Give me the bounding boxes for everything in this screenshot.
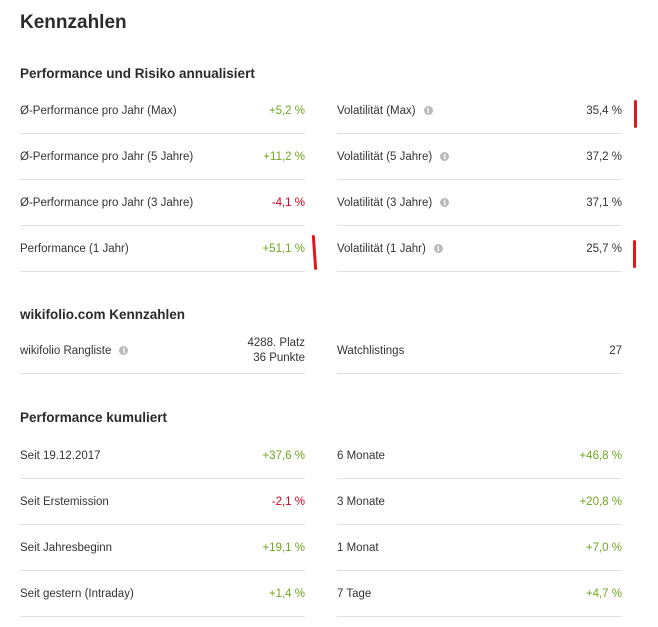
row-cum: Seit Erstemission -2,1 % <box>20 479 305 525</box>
row-cum: 6 Monate +46,8 % <box>337 433 622 479</box>
info-icon[interactable]: i <box>440 152 450 161</box>
row-cum: 7 Tage +4,7 % <box>337 571 622 617</box>
section-title-risk: Performance und Risiko annualisiert <box>20 66 255 81</box>
info-icon[interactable]: i <box>423 106 433 115</box>
row-label: 6 Monate <box>337 449 385 462</box>
info-icon[interactable]: i <box>440 198 450 207</box>
row-label: Seit 19.12.2017 <box>20 449 101 462</box>
row-label: Watchlistings <box>337 344 405 357</box>
row-label: 7 Tage <box>337 587 372 600</box>
row-value: +51,1 % <box>262 242 305 255</box>
row-value: -2,1 % <box>271 495 305 508</box>
row-vola-1y: Volatilität (1 Jahr) i 25,7 % <box>337 226 622 272</box>
red-annotation-mark <box>311 234 318 271</box>
row-value: +7,0 % <box>585 541 622 554</box>
row-value: +46,8 % <box>579 449 622 462</box>
row-perf-5y: Ø-Performance pro Jahr (5 Jahre) +11,2 % <box>20 134 305 180</box>
row-label: Seit gestern (Intraday) <box>20 587 134 600</box>
ranking-place: 4288. Platz <box>247 336 305 349</box>
row-value: -4,1 % <box>271 196 305 209</box>
row-label: Volatilität (3 Jahre) <box>337 196 433 209</box>
info-icon[interactable]: i <box>119 346 129 355</box>
row-cum: Seit 19.12.2017 +37,6 % <box>20 433 305 479</box>
row-value: +20,8 % <box>579 495 622 508</box>
row-label-wrap: Volatilität (1 Jahr) i <box>337 243 443 255</box>
ranking-points: 36 Punkte <box>253 351 305 364</box>
info-icon[interactable]: i <box>433 244 443 253</box>
page-title: Kennzahlen <box>20 12 127 33</box>
ranking-value: 4288. Platz 36 Punkte <box>247 336 305 366</box>
row-vola-3y: Volatilität (3 Jahre) i 37,1 % <box>337 180 622 226</box>
row-value: +1,4 % <box>268 587 305 600</box>
row-label-wrap: wikifolio Rangliste i <box>20 344 129 357</box>
row-value: 27 <box>609 344 622 357</box>
row-label: Volatilität (1 Jahr) <box>337 242 426 255</box>
row-label: Performance (1 Jahr) <box>20 242 129 255</box>
red-annotation-mark <box>633 240 636 268</box>
row-label: Ø-Performance pro Jahr (Max) <box>20 104 177 117</box>
row-value: +4,7 % <box>585 587 622 600</box>
row-label: wikifolio Rangliste <box>20 344 112 357</box>
row-value: +5,2 % <box>268 104 305 117</box>
row-value: 35,4 % <box>586 104 622 117</box>
row-label-wrap: Volatilität (Max) i <box>337 105 433 117</box>
row-label: Ø-Performance pro Jahr (5 Jahre) <box>20 150 194 163</box>
row-label: Seit Erstemission <box>20 495 109 508</box>
row-cum: 3 Monate +20,8 % <box>337 479 622 525</box>
row-value: 37,2 % <box>586 150 622 163</box>
row-label: 1 Monat <box>337 541 379 554</box>
row-label-wrap: Volatilität (3 Jahre) i <box>337 196 450 209</box>
row-value: 25,7 % <box>586 242 622 255</box>
row-watchlist: Watchlistings 27 <box>337 328 622 374</box>
section-title-wikifolio: wikifolio.com Kennzahlen <box>20 307 186 322</box>
row-perf-1y: Performance (1 Jahr) +51,1 % <box>20 226 305 272</box>
row-value: 37,1 % <box>586 196 622 209</box>
row-cum: 1 Monat +7,0 % <box>337 525 622 571</box>
section-title-cumulative: Performance kumuliert <box>20 410 168 425</box>
row-label: Volatilität (Max) <box>337 104 416 117</box>
red-annotation-mark <box>634 100 637 128</box>
row-perf-max: Ø-Performance pro Jahr (Max) +5,2 % <box>20 88 305 134</box>
row-value: +19,1 % <box>262 541 305 554</box>
row-cum: Seit gestern (Intraday) +1,4 % <box>20 571 305 617</box>
row-label: Ø-Performance pro Jahr (3 Jahre) <box>20 196 194 209</box>
row-perf-3y: Ø-Performance pro Jahr (3 Jahre) -4,1 % <box>20 180 305 226</box>
row-ranking: wikifolio Rangliste i 4288. Platz 36 Pun… <box>20 328 305 374</box>
row-value: +11,2 % <box>263 150 305 163</box>
row-cum: Seit Jahresbeginn +19,1 % <box>20 525 305 571</box>
row-value: +37,6 % <box>262 449 305 462</box>
row-label: Volatilität (5 Jahre) <box>337 150 433 163</box>
row-label: 3 Monate <box>337 495 385 508</box>
row-vola-max: Volatilität (Max) i 35,4 % <box>337 88 622 134</box>
row-vola-5y: Volatilität (5 Jahre) i 37,2 % <box>337 134 622 180</box>
row-label: Seit Jahresbeginn <box>20 541 113 554</box>
row-label-wrap: Volatilität (5 Jahre) i <box>337 150 450 163</box>
